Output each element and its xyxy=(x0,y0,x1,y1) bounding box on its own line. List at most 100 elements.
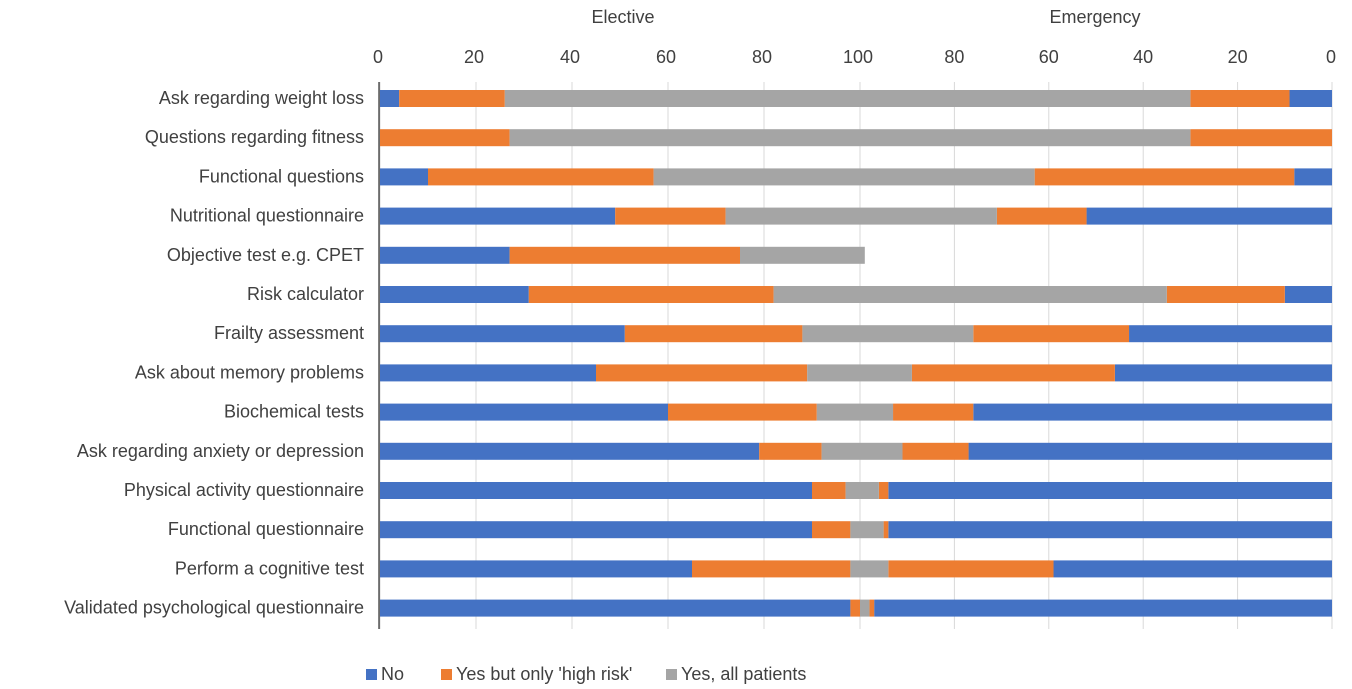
bar-emergency-no xyxy=(888,482,1332,499)
bar-emergency-no xyxy=(968,442,1332,460)
category-label: Ask regarding anxiety or depression xyxy=(77,441,364,461)
bar-emergency-no xyxy=(1114,364,1332,382)
category-label: Questions regarding fitness xyxy=(145,127,364,147)
bar-elective-yes-but-only-high-risk xyxy=(759,442,822,460)
bar-emergency-no xyxy=(1294,168,1332,186)
bar-emergency-yes-but-only-high-risk xyxy=(1190,90,1290,107)
bar-elective-no xyxy=(380,207,616,225)
bar-elective-yes-all-patients xyxy=(773,286,860,303)
x-tick-label-emergency: 60 xyxy=(1039,47,1059,67)
bar-emergency-yes-but-only-high-risk xyxy=(973,325,1130,343)
bar-elective-yes-but-only-high-risk xyxy=(624,325,803,343)
bar-emergency-yes-but-only-high-risk xyxy=(883,521,889,539)
bar-elective-no xyxy=(380,442,760,460)
bar-emergency-yes-all-patients xyxy=(860,521,884,539)
bar-emergency-no xyxy=(1289,90,1332,107)
bar-elective-no xyxy=(380,364,596,382)
x-tick-label-elective: 100 xyxy=(843,47,873,67)
bar-elective-yes-all-patients xyxy=(816,403,860,421)
bar-elective-yes-but-only-high-risk xyxy=(668,403,817,421)
bar-elective-yes-but-only-high-risk xyxy=(692,560,851,578)
bar-elective-yes-all-patients xyxy=(653,168,860,186)
bar-emergency-yes-all-patients xyxy=(860,129,1191,147)
bar-emergency-yes-all-patients xyxy=(860,90,1191,107)
bar-elective-yes-but-only-high-risk xyxy=(399,90,505,107)
bar-elective-no xyxy=(380,286,529,303)
legend-label: Yes, all patients xyxy=(681,664,806,684)
gridlines xyxy=(379,82,1333,629)
x-tick-label-elective: 20 xyxy=(464,47,484,67)
elective-title: Elective xyxy=(591,7,654,27)
bar-elective-yes-but-only-high-risk xyxy=(528,286,774,303)
x-tick-label-emergency: 0 xyxy=(1326,47,1336,67)
category-label: Functional questions xyxy=(199,166,364,186)
bar-emergency-no xyxy=(1284,286,1332,303)
category-label: Functional questionnaire xyxy=(168,519,364,539)
bar-elective-yes-all-patients xyxy=(725,207,860,225)
bar-emergency-yes-all-patients xyxy=(860,168,1035,186)
bar-emergency-yes-all-patients xyxy=(860,560,889,578)
legend-swatch xyxy=(441,669,452,680)
bar-elective-no xyxy=(380,403,668,421)
category-label: Physical activity questionnaire xyxy=(124,480,364,500)
bar-emergency-yes-all-patients xyxy=(860,599,870,617)
bars xyxy=(380,90,1332,617)
bar-emergency-yes-all-patients xyxy=(860,325,974,343)
bar-elective-no xyxy=(380,90,400,107)
legend-label: Yes but only 'high risk' xyxy=(456,664,632,684)
bar-elective-yes-but-only-high-risk xyxy=(615,207,726,225)
x-tick-label-emergency: 40 xyxy=(1133,47,1153,67)
legend-swatch xyxy=(666,669,677,680)
bar-elective-yes-all-patients xyxy=(845,482,860,499)
bar-elective-yes-all-patients xyxy=(850,560,860,578)
bar-emergency-no xyxy=(888,521,1332,539)
bar-emergency-yes-but-only-high-risk xyxy=(902,442,969,460)
category-label: Frailty assessment xyxy=(214,323,364,343)
bar-elective-no xyxy=(380,599,851,617)
legend-label: No xyxy=(381,664,404,684)
bar-emergency-yes-all-patients xyxy=(860,442,903,460)
bar-elective-yes-but-only-high-risk xyxy=(596,364,808,382)
bar-emergency-yes-but-only-high-risk xyxy=(1166,286,1285,303)
bar-elective-yes-all-patients xyxy=(821,442,860,460)
bar-elective-yes-all-patients xyxy=(850,521,860,539)
bar-elective-no xyxy=(380,482,812,499)
bar-emergency-yes-but-only-high-risk xyxy=(893,403,974,421)
bar-elective-yes-all-patients xyxy=(740,246,865,264)
category-labels: Ask regarding weight loss Questions regar… xyxy=(64,88,364,618)
category-label: Ask about memory problems xyxy=(135,362,364,382)
bar-emergency-no xyxy=(973,403,1332,421)
bar-elective-yes-but-only-high-risk xyxy=(380,129,510,147)
x-tick-label-emergency: 20 xyxy=(1228,47,1248,67)
bar-emergency-yes-but-only-high-risk xyxy=(1034,168,1295,186)
bar-emergency-no xyxy=(1129,325,1332,343)
category-label: Ask regarding weight loss xyxy=(159,88,364,108)
bar-elective-no xyxy=(380,246,510,264)
bar-emergency-no xyxy=(1086,207,1332,225)
category-label: Risk calculator xyxy=(247,284,364,304)
category-label: Objective test e.g. CPET xyxy=(167,245,364,265)
bar-elective-yes-but-only-high-risk xyxy=(850,599,860,617)
category-label: Biochemical tests xyxy=(224,402,364,422)
bar-emergency-yes-but-only-high-risk xyxy=(869,599,875,617)
bar-elective-yes-all-patients xyxy=(504,90,860,107)
bar-elective-no xyxy=(380,560,692,578)
x-tick-label-elective: 60 xyxy=(656,47,676,67)
x-tick-label-elective: 40 xyxy=(560,47,580,67)
bar-elective-yes-but-only-high-risk xyxy=(509,246,740,264)
bar-elective-no xyxy=(380,521,812,539)
bar-elective-yes-but-only-high-risk xyxy=(812,521,851,539)
bar-emergency-yes-but-only-high-risk xyxy=(878,482,889,499)
bar-emergency-yes-but-only-high-risk xyxy=(911,364,1115,382)
category-label: Perform a cognitive test xyxy=(175,558,364,578)
x-tick-label-elective: 0 xyxy=(373,47,383,67)
bar-emergency-no xyxy=(1053,560,1332,578)
bar-emergency-yes-all-patients xyxy=(860,403,894,421)
legend-swatch xyxy=(366,669,377,680)
bar-emergency-no xyxy=(874,599,1332,617)
bar-emergency-yes-all-patients xyxy=(860,482,879,499)
bar-emergency-yes-all-patients xyxy=(860,364,912,382)
bar-elective-yes-all-patients xyxy=(802,325,860,343)
bar-elective-yes-all-patients xyxy=(509,129,860,147)
